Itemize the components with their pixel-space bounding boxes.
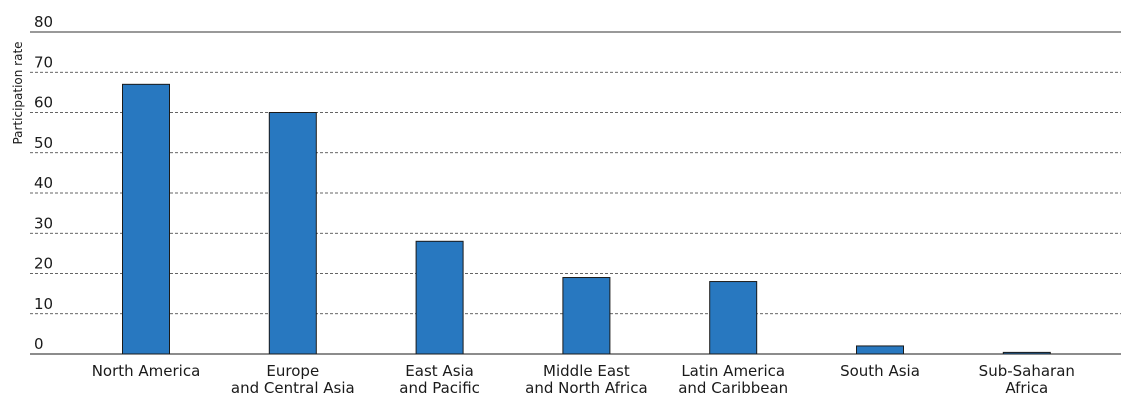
gridlines	[30, 71, 1121, 315]
y-tick-label: 30	[34, 214, 53, 232]
y-tick-label: 40	[34, 174, 53, 192]
bar	[856, 345, 904, 355]
bar	[415, 240, 464, 355]
x-category-label: and Central Asia	[231, 379, 355, 397]
y-tick-label: 60	[34, 94, 53, 112]
x-category-label: Europe	[266, 362, 319, 380]
y-tick-label: 0	[34, 335, 44, 353]
bars	[122, 83, 1051, 355]
y-tick-label: 50	[34, 134, 53, 152]
x-category-label: Latin America	[681, 362, 785, 380]
bar	[562, 277, 611, 355]
x-category-label: and North Africa	[525, 379, 648, 397]
y-tick-label: 20	[34, 255, 53, 273]
x-category-label: Middle East	[543, 362, 630, 380]
x-category-label: East Asia	[405, 362, 474, 380]
axes	[30, 31, 1121, 355]
x-category-label: Africa	[1005, 379, 1048, 397]
x-category-label: Sub-Saharan	[979, 362, 1075, 380]
bar	[709, 281, 758, 355]
y-axis-title: Participation rate	[11, 41, 25, 144]
y-tick-label: 80	[34, 13, 53, 31]
x-category-label: and Caribbean	[678, 379, 788, 397]
x-category-label: and Pacific	[399, 379, 480, 397]
bar	[268, 112, 317, 355]
y-tick-label: 70	[34, 53, 53, 71]
x-category-label: South Asia	[840, 362, 920, 380]
y-tick-label: 10	[34, 295, 53, 313]
bar	[122, 83, 170, 355]
x-category-label: North America	[92, 362, 201, 380]
